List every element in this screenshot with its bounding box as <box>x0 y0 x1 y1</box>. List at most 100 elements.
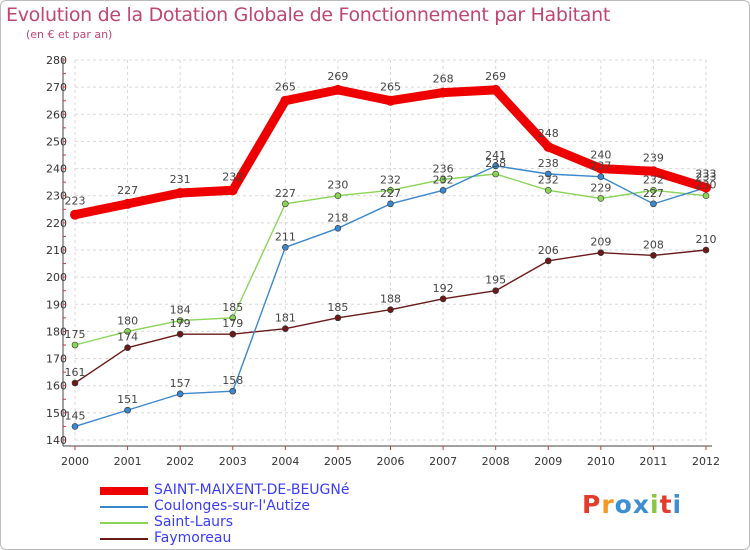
data-point <box>543 141 554 152</box>
data-label: 232 <box>433 173 454 186</box>
data-label: 151 <box>117 393 138 406</box>
data-point <box>176 390 184 398</box>
data-point <box>702 192 710 200</box>
y-tick-label: 160 <box>46 380 67 393</box>
data-point <box>176 317 184 324</box>
data-point <box>124 344 131 352</box>
data-label: 233 <box>696 171 717 184</box>
legend-label: SAINT-MAIXENT-DE-BEUGNé <box>154 482 350 498</box>
data-label: 157 <box>170 377 191 390</box>
data-point <box>544 257 552 265</box>
data-label: 232 <box>643 173 664 186</box>
data-point <box>280 95 291 106</box>
data-label: 229 <box>590 181 611 194</box>
data-label: 210 <box>696 233 717 246</box>
data-point <box>229 314 237 322</box>
data-label: 192 <box>433 282 454 295</box>
y-tick-label: 140 <box>46 434 67 447</box>
x-tick-label: 2000 <box>61 455 89 468</box>
data-point <box>439 295 447 303</box>
data-label: 241 <box>485 149 506 162</box>
proxiti-logo: Proxiti <box>582 490 683 519</box>
data-label: 185 <box>222 301 243 314</box>
data-point <box>282 325 289 333</box>
data-label: 269 <box>327 70 348 83</box>
data-label: 145 <box>65 409 86 422</box>
data-label: 231 <box>170 173 191 186</box>
data-point <box>334 314 342 322</box>
y-tick-label: 250 <box>46 135 67 148</box>
data-label: 161 <box>65 366 86 379</box>
legend-swatch <box>100 522 148 524</box>
data-point <box>702 246 710 254</box>
data-label: 232 <box>380 173 401 186</box>
data-point <box>385 95 396 106</box>
chart-data-labels: 161 174 179 179 181 185 188 192 195 206 209 208 210 1… <box>65 70 717 423</box>
data-point <box>71 423 79 430</box>
data-label: 206 <box>538 244 559 257</box>
y-tick-label: 210 <box>46 244 67 257</box>
x-tick-label: 2004 <box>271 455 299 468</box>
y-tick-label: 260 <box>46 108 67 121</box>
y-tick-label: 280 <box>46 54 67 67</box>
data-point <box>71 379 79 387</box>
data-label: 236 <box>433 162 454 175</box>
data-label: 238 <box>485 157 506 170</box>
data-point <box>650 200 657 208</box>
data-point <box>70 209 80 220</box>
data-label: 232 <box>538 173 559 186</box>
y-tick-label: 230 <box>46 190 67 203</box>
data-point <box>387 200 394 208</box>
data-point <box>334 192 342 200</box>
x-tick-label: 2011 <box>639 455 667 468</box>
data-label: 179 <box>170 317 191 330</box>
data-label: 265 <box>275 81 296 94</box>
y-tick-label: 170 <box>46 353 67 366</box>
x-tick-label: 2010 <box>587 455 615 468</box>
data-label: 248 <box>538 127 559 140</box>
data-point <box>492 162 499 170</box>
data-point <box>650 186 657 194</box>
y-tick-label: 150 <box>46 407 67 420</box>
data-label: 227 <box>380 187 401 200</box>
legend-swatch <box>100 506 148 508</box>
data-point <box>334 224 342 232</box>
data-point <box>71 341 79 349</box>
data-point <box>122 198 133 209</box>
legend-swatch <box>100 538 148 540</box>
y-tick-label: 270 <box>46 81 67 94</box>
data-label: 180 <box>117 314 138 327</box>
data-label: 185 <box>327 301 348 314</box>
data-point <box>175 188 186 198</box>
data-label: 230 <box>696 179 717 192</box>
data-label: 223 <box>65 195 86 208</box>
data-label: 218 <box>327 211 348 224</box>
data-label: 233 <box>696 168 717 181</box>
data-point <box>490 84 501 95</box>
data-label: 195 <box>485 274 506 287</box>
data-label: 211 <box>275 230 296 243</box>
x-tick-label: 2002 <box>166 455 194 468</box>
data-point <box>492 170 499 178</box>
data-point <box>439 186 447 194</box>
data-label: 227 <box>643 187 664 200</box>
data-point <box>701 182 711 193</box>
y-tick-label: 240 <box>46 163 67 176</box>
data-label: 269 <box>485 70 506 83</box>
data-label: 239 <box>643 151 664 164</box>
data-point <box>227 185 238 196</box>
data-label: 265 <box>380 81 401 94</box>
x-tick-label: 2009 <box>534 455 562 468</box>
data-point <box>650 252 657 259</box>
data-label: 208 <box>643 238 664 251</box>
chart-series <box>70 84 711 430</box>
data-point <box>544 170 552 178</box>
data-point <box>332 84 343 95</box>
x-tick-label: 2005 <box>324 455 352 468</box>
data-point <box>387 306 394 314</box>
data-point <box>544 186 552 194</box>
data-label: 268 <box>433 73 454 86</box>
data-point <box>597 249 605 257</box>
